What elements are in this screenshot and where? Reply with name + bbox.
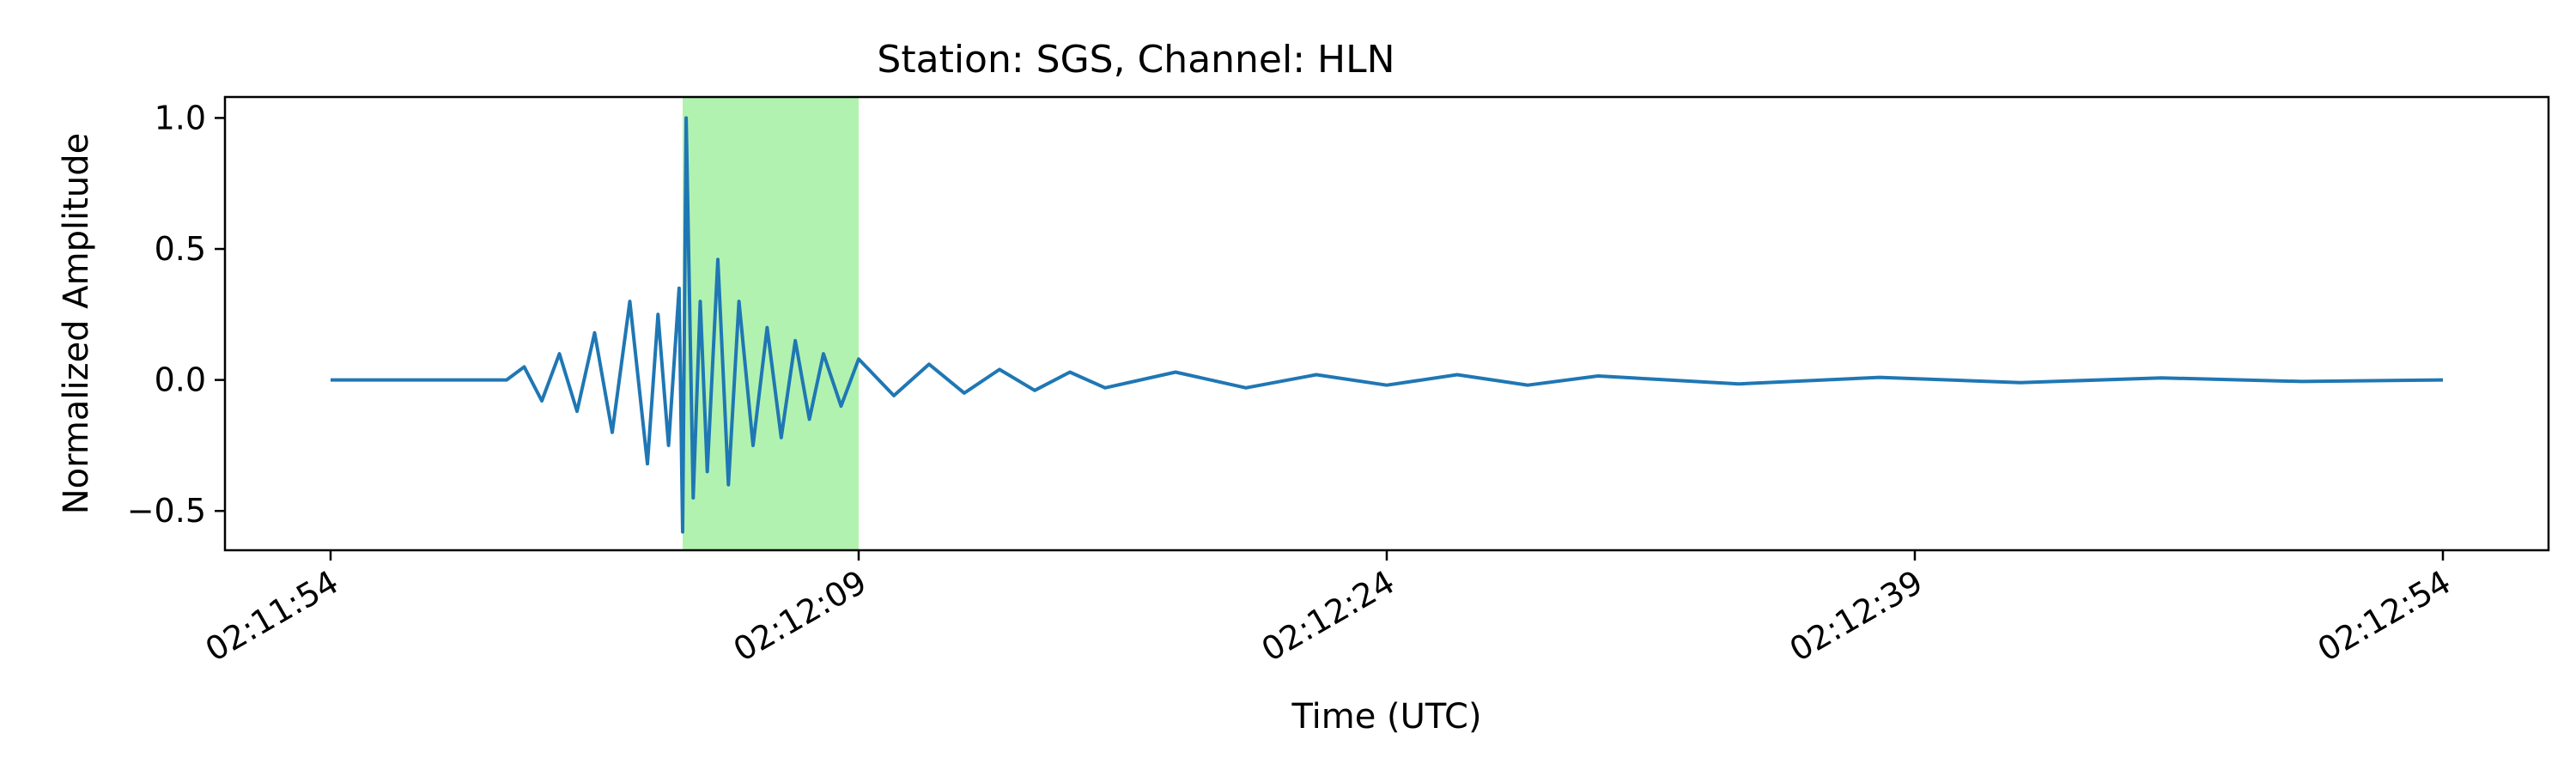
x-axis-label: Time (UTC) — [1291, 697, 1481, 737]
y-axis-label: Normalized Amplitude — [57, 133, 96, 515]
y-tick-label: 0.0 — [155, 361, 206, 399]
x-tick-label: 02:11:54 — [199, 563, 345, 669]
y-tick-label: 0.5 — [155, 230, 206, 268]
x-tick-label: 02:12:54 — [2312, 563, 2458, 669]
axis-ticks: −0.5 0.0 0.5 1.0 02:11:54 02:12:09 02:12:24 02:… — [127, 99, 2458, 669]
plot-area — [331, 97, 2444, 550]
highlight-window — [683, 97, 859, 550]
axes-frame — [223, 95, 2550, 552]
x-tick-label: 02:12:09 — [727, 563, 873, 669]
waveform-line — [331, 116, 2444, 534]
y-tick-label: 1.0 — [155, 99, 206, 136]
x-tick-label: 02:12:39 — [1783, 563, 1929, 669]
y-tick-label: −0.5 — [127, 492, 206, 530]
x-tick-label: 02:12:24 — [1255, 563, 1401, 669]
chart-title: Station: SGS, Channel: HLN — [877, 38, 1394, 82]
